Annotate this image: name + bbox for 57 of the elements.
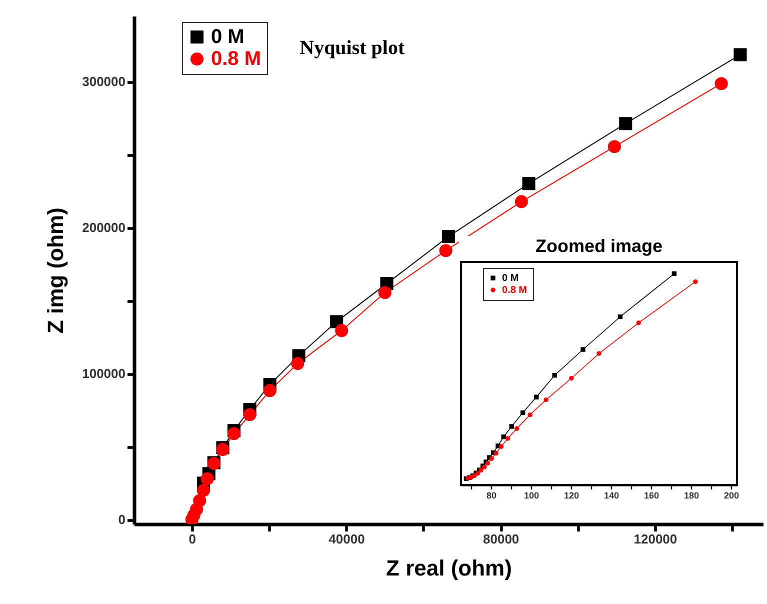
- y-axis-title: Z img (ohm): [43, 208, 68, 334]
- point: [193, 494, 206, 508]
- point: [608, 140, 621, 154]
- chart-title: Zoomed image: [535, 236, 663, 256]
- point: [442, 230, 456, 244]
- x-tick-label: 180: [684, 490, 700, 500]
- x-tick-label: 40000: [328, 532, 365, 546]
- legend-label: 0 M: [502, 273, 519, 284]
- legend-label: 0.8 M: [211, 48, 262, 70]
- point: [514, 195, 528, 208]
- y-tick-label: 300000: [82, 74, 126, 90]
- point: [378, 286, 392, 300]
- point: [636, 320, 641, 326]
- point: [494, 450, 498, 456]
- point: [498, 444, 504, 449]
- text: Nyquist plot: [300, 37, 405, 59]
- point: [509, 424, 514, 429]
- point: [693, 279, 698, 284]
- point: [439, 244, 452, 258]
- x-tick-label: 140: [604, 490, 620, 500]
- point: [291, 357, 304, 370]
- point: [618, 314, 623, 320]
- point: [243, 408, 256, 422]
- point: [619, 117, 632, 130]
- point: [522, 177, 536, 190]
- x-tick-label: 160: [644, 490, 660, 500]
- point: [552, 372, 557, 378]
- point: [569, 376, 574, 381]
- point: [544, 397, 548, 402]
- x-tick-label: 100: [524, 490, 540, 500]
- point: [227, 427, 240, 440]
- point: [580, 347, 586, 352]
- point: [200, 472, 214, 486]
- point: [672, 271, 677, 276]
- point: [505, 436, 510, 441]
- point: [734, 48, 747, 62]
- point: [263, 384, 276, 398]
- x-tick-label: 120: [564, 490, 580, 500]
- y-tick-label: 100000: [82, 366, 126, 382]
- y-tick-label: 0: [118, 512, 126, 528]
- x-tick-label: 80: [486, 490, 497, 500]
- x-tick-label: 80000: [483, 532, 520, 546]
- point: [196, 484, 210, 497]
- point: [514, 426, 520, 431]
- point: [596, 351, 602, 356]
- y-tick-label: 200000: [82, 220, 126, 236]
- x-tick-label: 200: [724, 490, 740, 500]
- point: [534, 394, 539, 400]
- legend-label: 0 M: [211, 26, 244, 48]
- x-tick-label: 0: [188, 532, 196, 546]
- point: [520, 410, 526, 416]
- point: [335, 324, 348, 338]
- x-tick-label: 120000: [634, 532, 678, 546]
- point: [528, 412, 532, 418]
- legend-label: 0.8 M: [502, 285, 528, 296]
- point: [714, 77, 728, 90]
- x-axis-title: Z real (ohm): [386, 556, 512, 580]
